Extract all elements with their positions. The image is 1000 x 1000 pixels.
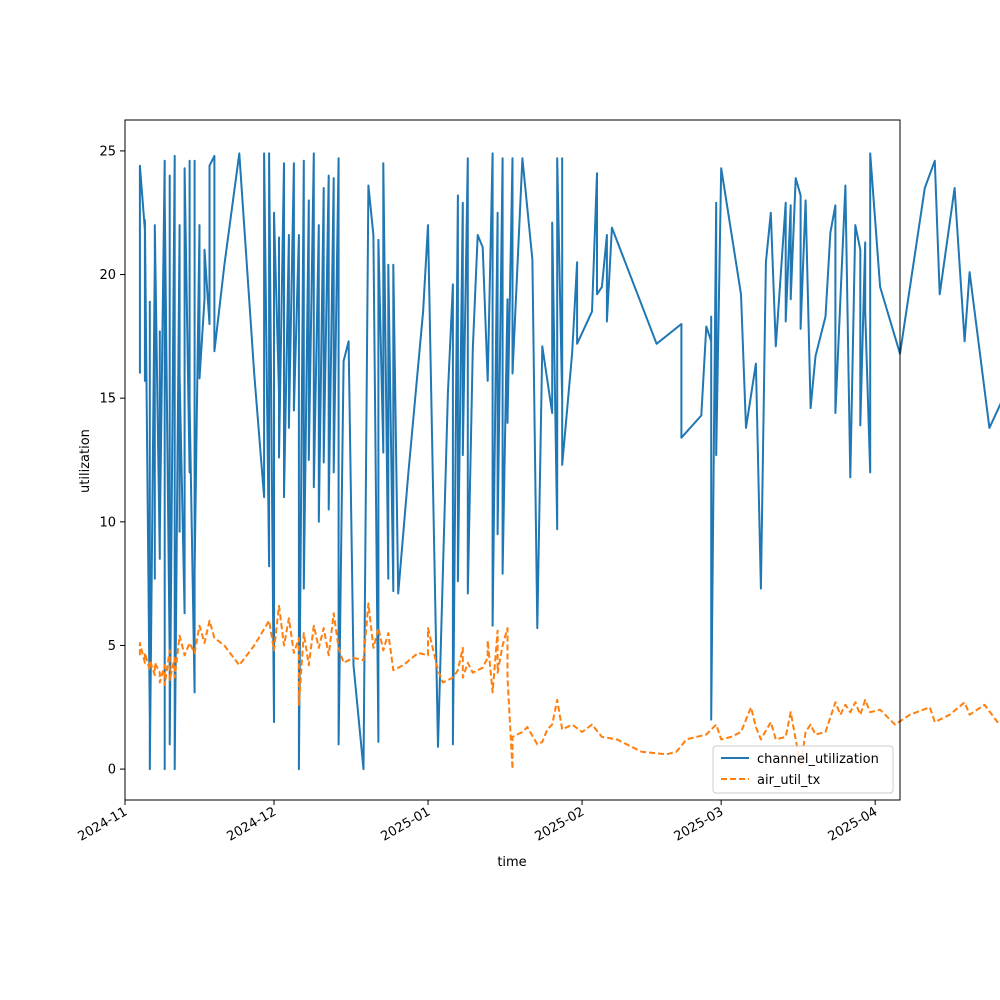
y-tick-label: 20 xyxy=(99,268,116,283)
y-tick-label: 0 xyxy=(108,763,116,778)
series-layer xyxy=(138,152,1000,771)
y-tick-label: 10 xyxy=(99,515,116,530)
y-axis: 0 5 10 15 20 25 xyxy=(99,144,125,778)
x-axis-label: time xyxy=(497,855,526,870)
y-tick-label: 25 xyxy=(99,144,116,159)
series-line-channel-utilization xyxy=(138,152,1000,771)
plot-area xyxy=(124,119,1000,801)
series-line-air-util-tx xyxy=(138,602,1000,771)
axes-frame xyxy=(124,119,901,801)
y-axis-label: utilization xyxy=(78,429,93,493)
legend-label-air-util-tx: air_util_tx xyxy=(757,773,821,788)
y-tick-label: 15 xyxy=(99,392,116,407)
legend-label-channel-utilization: channel_utilization xyxy=(757,752,879,767)
y-tick-label: 5 xyxy=(108,639,116,654)
legend-box xyxy=(712,745,894,794)
legend: channel_utilization air_util_tx xyxy=(712,745,894,794)
